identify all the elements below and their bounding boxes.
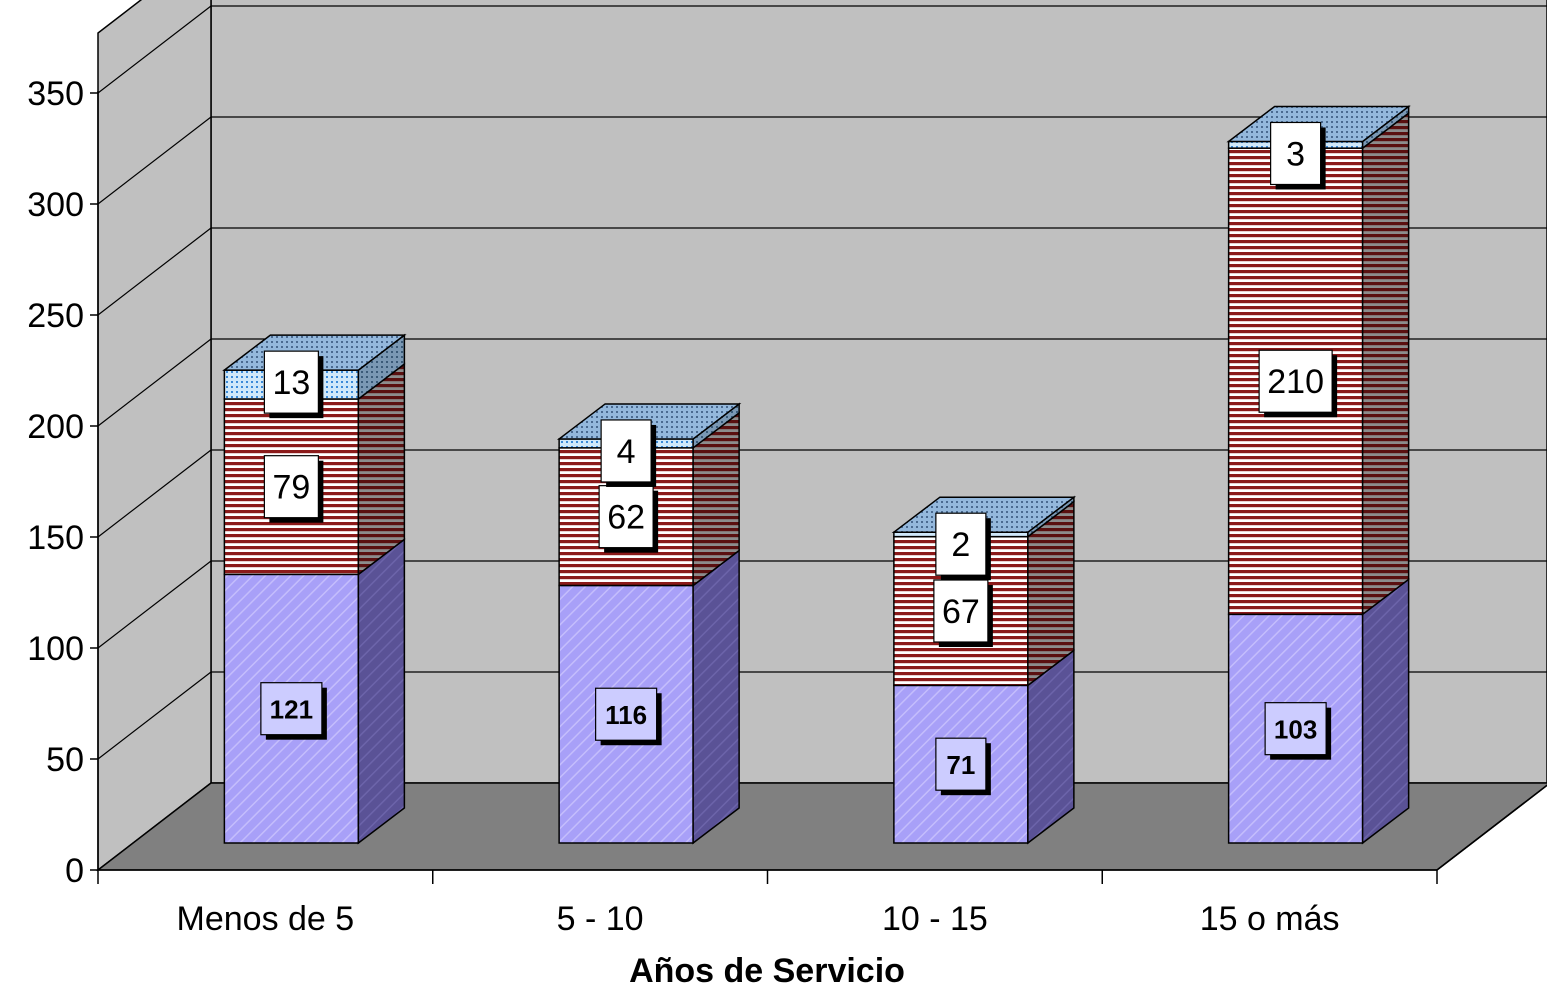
x-tick-label: 10 - 15: [882, 900, 988, 938]
data-label: 4: [617, 433, 636, 471]
y-tick-label: 350: [27, 75, 84, 113]
bar-segment-side-1-0: [357, 362, 406, 576]
data-label-box: [600, 419, 652, 483]
data-label-box: [933, 579, 989, 643]
data-label: 121: [270, 695, 313, 725]
data-label-box: [935, 512, 987, 576]
data-label: 116: [605, 700, 647, 730]
gridline-side: [97, 227, 212, 316]
bar-segment-side-0-3: [1361, 577, 1410, 845]
y-tick-label: 50: [46, 741, 84, 779]
data-label: 2: [951, 526, 970, 564]
gridline-side: [97, 560, 212, 649]
bar-segment-front-0-3: [1227, 613, 1364, 844]
y-tick-label: 300: [27, 186, 84, 224]
x-axis-title: Años de Servicio: [629, 952, 905, 990]
bar-segment-side-0-0: [357, 537, 406, 845]
bar-segment-front-0-2: [893, 684, 1029, 844]
data-label: 13: [272, 364, 310, 402]
data-label-box: [263, 350, 319, 414]
data-label-box: [1270, 121, 1322, 186]
data-label-box: [260, 682, 323, 736]
x-axis-depth-line: [1436, 784, 1547, 871]
data-label: 79: [272, 469, 310, 507]
y-tick-label: 150: [27, 519, 84, 557]
gridline-side: [97, 449, 212, 538]
data-label: 103: [1274, 715, 1317, 745]
y-tick-label: 200: [27, 408, 84, 446]
y-tick-label: 0: [65, 852, 84, 890]
data-label-box: [263, 455, 319, 519]
gridline-side: [97, 5, 212, 94]
bar-segment-side-0-1: [692, 548, 740, 845]
data-label-box: [595, 687, 658, 741]
gridline-side: [97, 671, 212, 760]
x-tick-label: 15 o más: [1200, 900, 1340, 938]
data-label: 3: [1286, 135, 1305, 173]
y-tick-label: 250: [27, 297, 84, 335]
axes: 0 50 100 150 200 250 300 350 Menos de 5 5 - 10 10 …: [27, 75, 1547, 938]
gridline-side: [97, 116, 212, 205]
x-tick-label: Menos de 5: [177, 900, 355, 938]
gridline-side: [97, 338, 212, 427]
data-label: 71: [946, 750, 975, 780]
data-label: 62: [607, 499, 645, 537]
data-label: 210: [1267, 363, 1324, 401]
y-tick-label: 100: [27, 630, 84, 668]
data-label: 67: [942, 593, 980, 631]
data-label-box: [935, 737, 987, 791]
bar-segment-side-1-3: [1361, 111, 1410, 616]
data-label-box: [1264, 702, 1327, 756]
x-tick-label: 5 - 10: [557, 900, 644, 938]
data-label-box: [1258, 349, 1333, 413]
